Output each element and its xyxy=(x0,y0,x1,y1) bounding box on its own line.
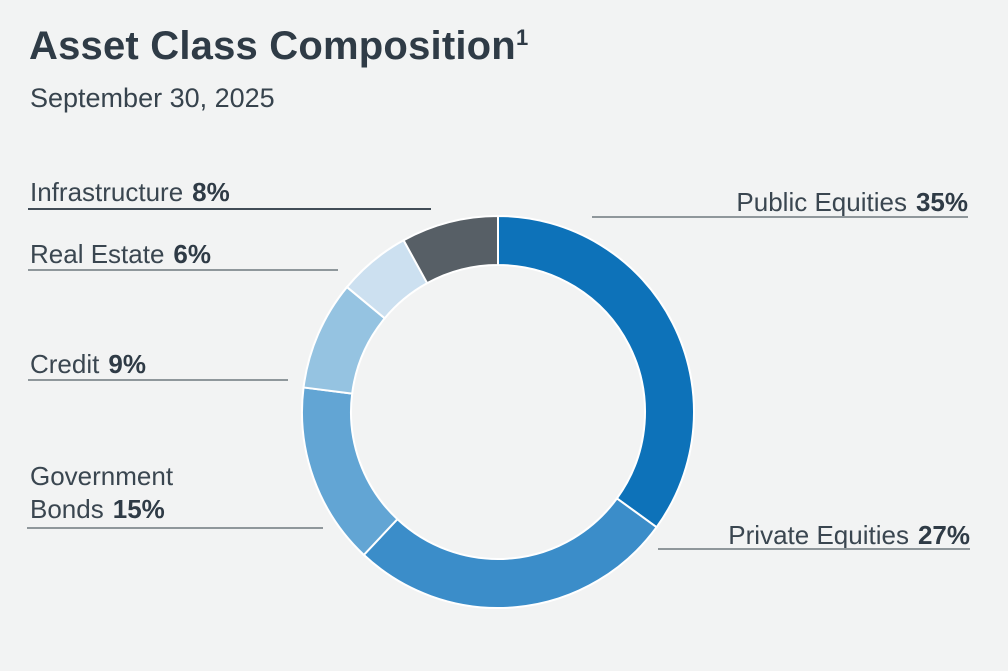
callout-label: Private Equities xyxy=(728,520,909,550)
callout-label: Real Estate xyxy=(30,239,165,269)
donut-segment-public-equities xyxy=(497,215,695,529)
as-of-date: September 30, 2025 xyxy=(30,83,275,113)
callout-value: 15% xyxy=(112,494,165,524)
title-footnote-marker: 1 xyxy=(515,25,529,50)
donut-chart xyxy=(301,215,695,609)
leader-line-real-estate xyxy=(28,269,338,271)
leader-line-government-bonds xyxy=(27,527,323,529)
leader-line-infrastructure xyxy=(28,208,431,210)
callout-government-bonds: Government Bonds 15% xyxy=(30,460,225,526)
callout-value: 8% xyxy=(192,177,230,207)
leader-line-public-equities xyxy=(592,216,968,218)
leader-line-private-equities xyxy=(658,548,970,550)
callout-value: 27% xyxy=(917,520,970,550)
callout-value: 6% xyxy=(173,239,211,269)
callout-public-equities: Public Equities 35% xyxy=(560,186,968,219)
donut-segment-private-equities xyxy=(362,497,658,609)
callout-label: Infrastructure xyxy=(30,177,184,207)
leader-line-credit xyxy=(28,379,288,381)
callout-label: Public Equities xyxy=(736,187,907,217)
page-title: Asset Class Composition1 xyxy=(29,24,528,69)
callout-label: Government Bonds xyxy=(30,461,174,524)
callout-value: 9% xyxy=(108,349,146,379)
callout-infrastructure: Infrastructure 8% xyxy=(30,176,230,209)
callout-private-equities: Private Equities 27% xyxy=(560,519,970,552)
callout-real-estate: Real Estate 6% xyxy=(30,238,211,271)
callout-value: 35% xyxy=(915,187,968,217)
page-title-text: Asset Class Composition xyxy=(29,24,516,68)
donut-segment-government-bonds xyxy=(301,386,399,557)
donut-segment-infrastructure xyxy=(402,215,499,285)
callout-label: Credit xyxy=(30,349,100,379)
callout-credit: Credit 9% xyxy=(30,348,146,381)
